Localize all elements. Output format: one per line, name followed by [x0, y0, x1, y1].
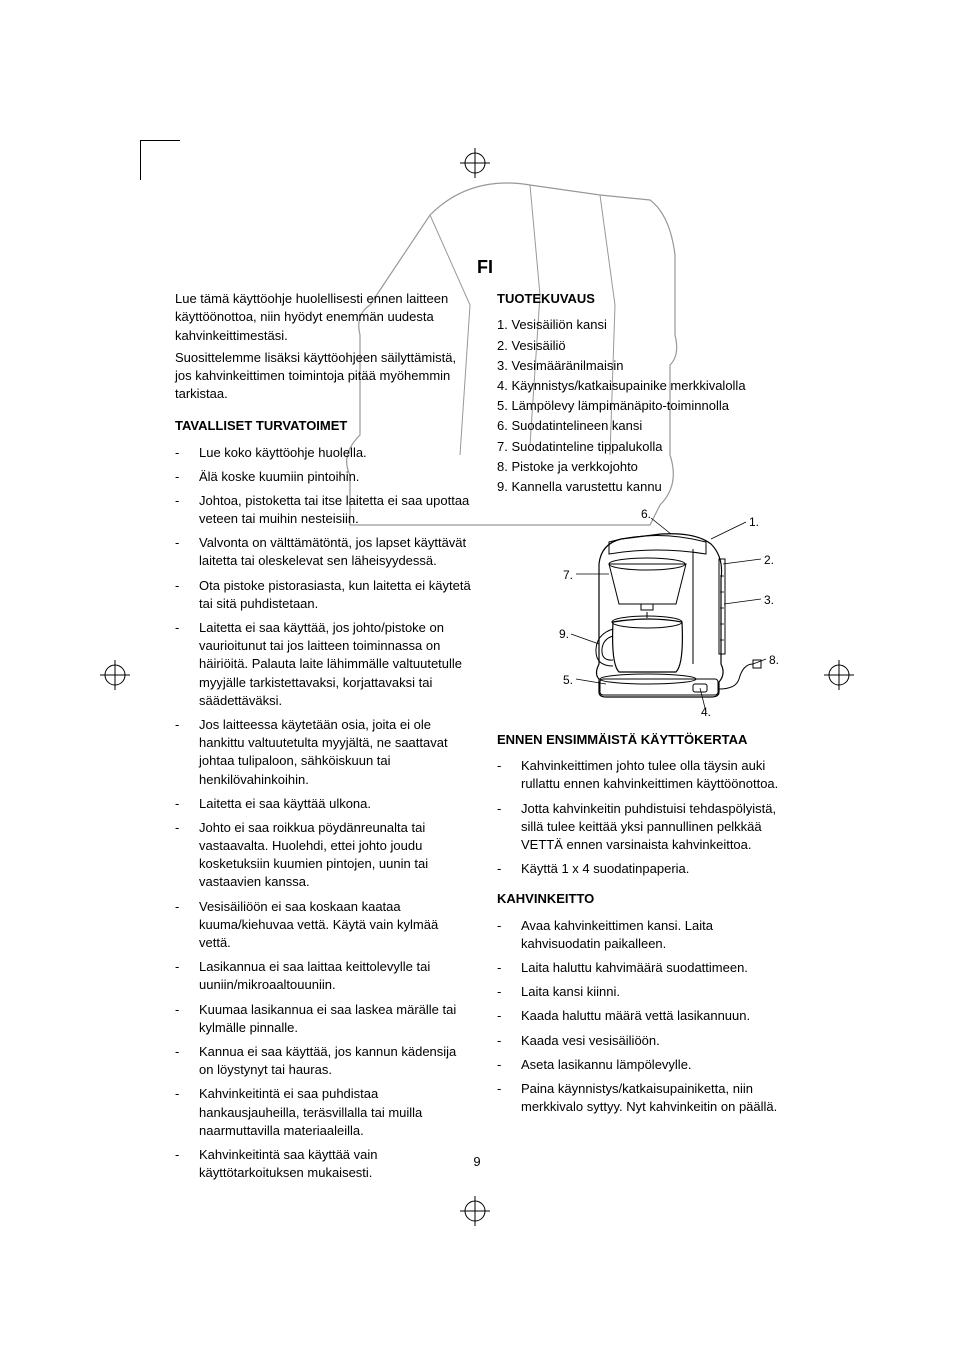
safety-item: Lasikannua ei saa laittaa keittolevylle …: [199, 958, 473, 994]
crop-mark-top-left: [140, 140, 180, 180]
brewing-item: Kaada haluttu määrä vettä lasikannuun.: [521, 1007, 795, 1025]
product-desc-title: TUOTEKUVAUS: [497, 290, 795, 308]
safety-item: Kahvinkeitintä ei saa puhdistaa hankausj…: [199, 1085, 473, 1140]
safety-item: Laitetta ei saa käyttää, jos johto/pisto…: [199, 619, 473, 710]
safety-item: Vesisäiliöön ei saa koskaan kaataa kuuma…: [199, 898, 473, 953]
diagram-label-3: 3.: [764, 592, 774, 609]
diagram-label-1: 1.: [749, 514, 759, 531]
registration-mark-bottom: [460, 1196, 490, 1226]
right-column: TUOTEKUVAUS 1. Vesisäiliön kansi 2. Vesi…: [497, 290, 795, 1188]
safety-item: Johto ei saa roikkua pöydänreunalta tai …: [199, 819, 473, 892]
intro-p2: Suosittelemme lisäksi käyttöohjeen säily…: [175, 349, 473, 404]
before-first-item: Jotta kahvinkeitin puhdistuisi tehdaspöl…: [521, 800, 795, 855]
diagram-label-6: 6.: [641, 506, 651, 523]
safety-item: Ota pistoke pistorasiasta, kun laitetta …: [199, 577, 473, 613]
diagram-label-2: 2.: [764, 552, 774, 569]
intro-block: Lue tämä käyttöohje huolellisesti ennen …: [175, 290, 473, 403]
safety-item: Valvonta on välttämätöntä, jos lapset kä…: [199, 534, 473, 570]
before-first-item: Kahvinkeittimen johto tulee olla täysin …: [521, 757, 795, 793]
product-desc-item: 3. Vesimääränilmaisin: [497, 357, 795, 375]
before-first-item: Käyttä 1 x 4 suodatinpaperia.: [521, 860, 795, 878]
diagram-label-5: 5.: [563, 672, 573, 689]
product-desc-item: 4. Käynnistys/katkaisupainike merkkivalo…: [497, 377, 795, 395]
safety-item: Lue koko käyttöohje huolella.: [199, 444, 473, 462]
product-desc-item: 9. Kannella varustettu kannu: [497, 478, 795, 496]
registration-mark-left: [100, 660, 130, 690]
safety-item: Laitetta ei saa käyttää ulkona.: [199, 795, 473, 813]
diagram-label-7: 7.: [563, 567, 573, 584]
brewing-item: Laita haluttu kahvimäärä suodattimeen.: [521, 959, 795, 977]
brewing-item: Kaada vesi vesisäiliöön.: [521, 1032, 795, 1050]
product-desc-item: 1. Vesisäiliön kansi: [497, 316, 795, 334]
registration-mark-top: [460, 148, 490, 178]
safety-item: Kuumaa lasikannua ei saa laskea märälle …: [199, 1001, 473, 1037]
safety-item: Kannua ei saa käyttää, jos kannun kädens…: [199, 1043, 473, 1079]
safety-item: Kahvinkeitintä saa käyttää vain käyttöta…: [199, 1146, 473, 1182]
product-desc-list: 1. Vesisäiliön kansi 2. Vesisäiliö 3. Ve…: [497, 316, 795, 496]
diagram-label-8: 8.: [769, 652, 779, 669]
registration-mark-right: [824, 660, 854, 690]
safety-item: Älä koske kuumiin pintoihin.: [199, 468, 473, 486]
brewing-item: Aseta lasikannu lämpölevylle.: [521, 1056, 795, 1074]
intro-p1: Lue tämä käyttöohje huolellisesti ennen …: [175, 290, 473, 345]
product-desc-item: 8. Pistoke ja verkkojohto: [497, 458, 795, 476]
diagram-label-9: 9.: [559, 626, 569, 643]
product-diagram: 6. 1. 2. 3. 8. 4. 5. 9. 7.: [501, 504, 791, 719]
page-content: FI Lue tämä käyttöohje huolellisesti enn…: [175, 255, 795, 1188]
before-first-list: -Kahvinkeittimen johto tulee olla täysin…: [497, 757, 795, 878]
before-first-title: ENNEN ENSIMMÄISTÄ KÄYTTÖKERTAA: [497, 731, 795, 749]
brewing-list: -Avaa kahvinkeittimen kansi. Laita kahvi…: [497, 917, 795, 1117]
brewing-item: Paina käynnistys/katkaisupainiketta, nii…: [521, 1080, 795, 1116]
language-code: FI: [175, 255, 795, 280]
brewing-item: Laita kansi kiinni.: [521, 983, 795, 1001]
brewing-title: KAHVINKEITTO: [497, 890, 795, 908]
product-desc-item: 5. Lämpölevy lämpimänäpito-toiminnolla: [497, 397, 795, 415]
left-column: Lue tämä käyttöohje huolellisesti ennen …: [175, 290, 473, 1188]
product-desc-item: 2. Vesisäiliö: [497, 337, 795, 355]
safety-item: Johtoa, pistoketta tai itse laitetta ei …: [199, 492, 473, 528]
page-number: 9: [473, 1153, 480, 1171]
safety-item: Jos laitteessa käytetään osia, joita ei …: [199, 716, 473, 789]
safety-title: TAVALLISET TURVATOIMET: [175, 417, 473, 435]
coffee-machine-line-art: [501, 504, 791, 719]
product-desc-item: 6. Suodatintelineen kansi: [497, 417, 795, 435]
diagram-label-4: 4.: [701, 704, 711, 721]
product-desc-item: 7. Suodatinteline tippalukolla: [497, 438, 795, 456]
brewing-item: Avaa kahvinkeittimen kansi. Laita kahvis…: [521, 917, 795, 953]
safety-list: -Lue koko käyttöohje huolella. -Älä kosk…: [175, 444, 473, 1183]
